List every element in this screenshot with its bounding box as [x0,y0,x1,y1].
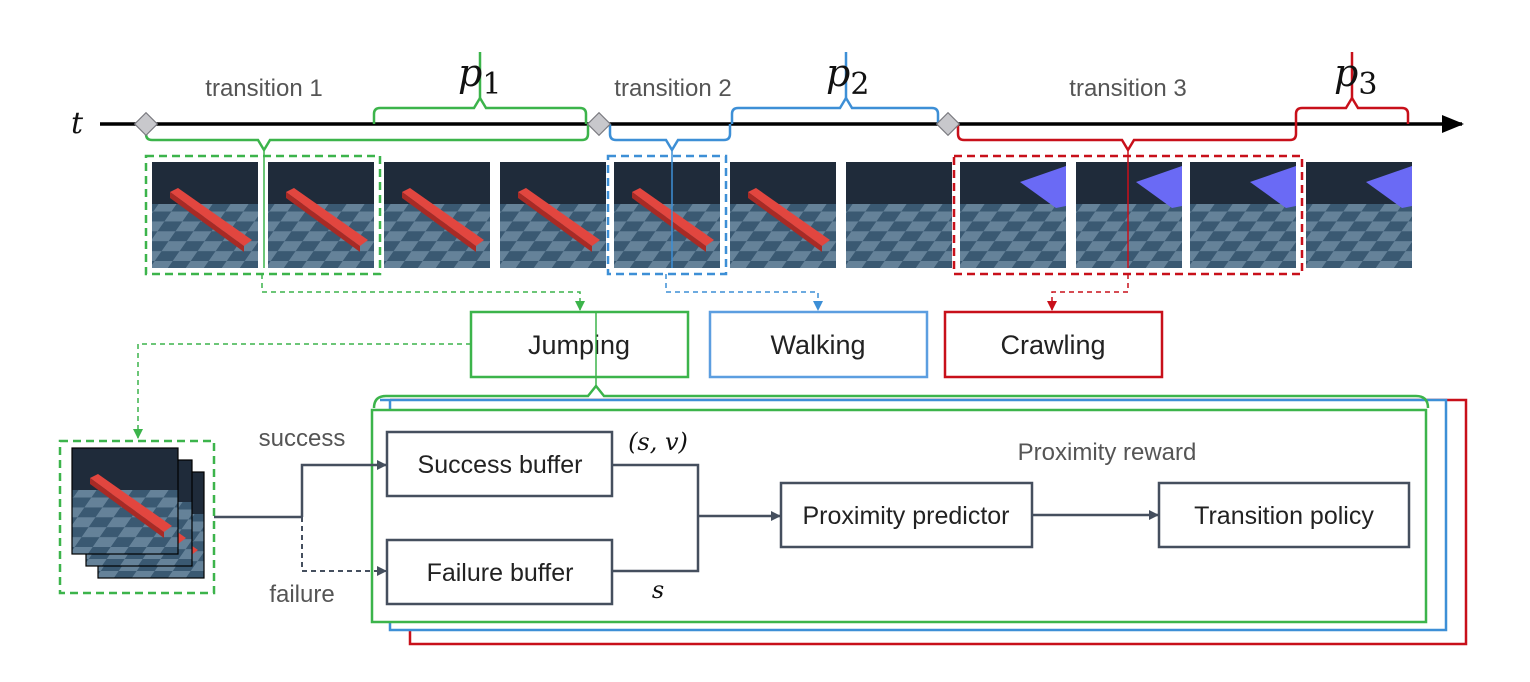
primitive-1-brace [372,52,588,124]
success-buffer-label: Success buffer [418,451,583,479]
frame-4 [500,162,606,268]
primitive-1-label: p1 [458,51,501,102]
frame-1 [152,162,258,268]
skill-label-jumping: Jumping [528,330,630,360]
frame-7 [846,162,952,268]
success-tuple-label: (s, v) [628,428,688,456]
skill-box-walking [708,310,929,379]
transition-2-brace [608,124,732,153]
success-buffer-box [385,430,614,498]
diamond-marker-3 [935,111,961,137]
primitive-2-label: p2 [826,51,869,102]
transition-3-label: transition 3 [1069,75,1186,102]
frames-row [152,162,1412,268]
skill-box-crawling [943,310,1164,379]
time-axis-label: t [71,106,84,141]
frame-8 [960,162,1066,268]
skill-label-crawling: Crawling [1000,330,1105,360]
transition-1-brace [144,124,590,153]
transition-1-frames-box [144,154,382,276]
failure-buffer-label: Failure buffer [427,559,574,587]
frame-9 [1076,162,1182,268]
frame-5 [614,162,720,268]
transition-2-frames-box [606,154,728,276]
frame-3 [384,162,490,268]
frame-11 [1306,162,1412,268]
frame-2 [268,162,374,268]
skill-label-walking: Walking [770,330,865,360]
diamond-marker-1 [133,111,159,137]
proximity-predictor-label: Proximity predictor [803,502,1010,530]
primitive-3-brace [1294,52,1410,124]
frame-10 [1190,162,1296,268]
stacked-frames-box [58,439,216,595]
failure-label: failure [269,581,334,608]
proximity-predictor-box [779,481,1034,549]
transition-2-label: transition 2 [614,75,731,102]
diamond-marker-2 [586,111,612,137]
transition-policy-box [1157,481,1411,549]
primitive-2-brace [730,52,940,124]
transition-1-label: transition 1 [205,75,322,102]
success-label: success [259,425,346,452]
frame-6 [730,162,836,268]
primitive-3-label: p3 [1334,51,1377,102]
transition-3-brace [956,124,1298,153]
failure-state-label: s [652,576,664,604]
stacked-frames [71,447,205,579]
proximity-reward-label: Proximity reward [1018,439,1197,466]
failure-buffer-box [385,538,614,606]
transition-policy-label: Transition policy [1194,502,1374,530]
